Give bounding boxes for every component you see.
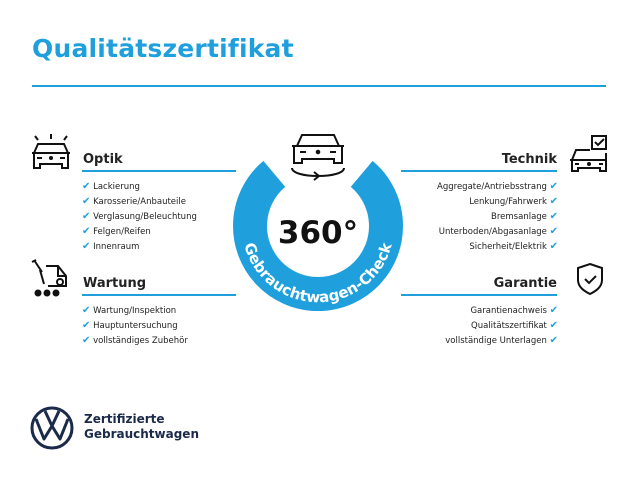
item-label: Karosserie/Anbauteile (93, 197, 186, 207)
check-icon: ✔ (82, 320, 91, 331)
shield-check-icon (577, 262, 603, 296)
check-icon: ✔ (549, 226, 558, 237)
list-item: Lenkung/Fahrwerk ✔ (437, 194, 558, 209)
item-label: vollständiges Zubehör (93, 336, 188, 346)
check-icon: ✔ (549, 335, 558, 346)
optik-list: ✔ Lackierung ✔ Karosserie/Anbauteile ✔ V… (82, 179, 197, 254)
item-label: Lackierung (93, 182, 140, 192)
page-title: Qualitätszertifikat (32, 34, 294, 63)
list-item: Aggregate/Antriebsstrang ✔ (437, 179, 558, 194)
item-label: Unterboden/Abgasanlage (438, 227, 547, 237)
item-label: Garantienachweis (470, 306, 547, 316)
wartung-list: ✔ Wartung/Inspektion ✔ Hauptuntersuchung… (82, 303, 188, 348)
check-icon: ✔ (549, 181, 558, 192)
section-heading-wartung: Wartung (83, 276, 147, 291)
item-label: Lenkung/Fahrwerk (469, 197, 547, 207)
list-item: ✔ Verglasung/Beleuchtung (82, 209, 197, 224)
list-item: Qualitätszertifikat ✔ (445, 318, 558, 333)
item-label: Aggregate/Antriebsstrang (437, 182, 547, 192)
service-van-icon (31, 259, 67, 297)
check-icon: ✔ (82, 305, 91, 316)
check-icon: ✔ (82, 335, 91, 346)
list-item: Unterboden/Abgasanlage ✔ (437, 224, 558, 239)
check-icon: ✔ (549, 196, 558, 207)
optik-divider (82, 170, 236, 172)
item-label: Innenraum (93, 242, 140, 252)
check-icon: ✔ (82, 196, 91, 207)
brand-line-2: Gebrauchtwagen (84, 427, 199, 441)
badge-number: 360° (278, 215, 358, 251)
brand-line-1: Zertifizierte (84, 412, 165, 426)
wartung-divider (82, 294, 236, 296)
technik-divider (401, 170, 557, 172)
vw-logo (30, 406, 74, 450)
section-heading-garantie: Garantie (493, 276, 557, 291)
check-icon: ✔ (549, 320, 558, 331)
title-divider (32, 85, 606, 87)
list-item: Bremsanlage ✔ (437, 209, 558, 224)
check-icon: ✔ (82, 241, 91, 252)
brand-text: Zertifizierte Gebrauchtwagen (84, 412, 199, 442)
item-label: Bremsanlage (491, 212, 547, 222)
item-label: vollständige Unterlagen (445, 336, 547, 346)
car-lights-icon (32, 134, 70, 169)
list-item: ✔ Wartung/Inspektion (82, 303, 188, 318)
car-rotate-icon (291, 134, 345, 181)
garantie-divider (401, 294, 557, 296)
list-item: vollständige Unterlagen ✔ (445, 333, 558, 348)
section-heading-technik: Technik (501, 152, 557, 167)
list-item: ✔ Lackierung (82, 179, 197, 194)
item-label: Felgen/Reifen (93, 227, 151, 237)
list-item: ✔ Karosserie/Anbauteile (82, 194, 197, 209)
list-item: Sicherheit/Elektrik ✔ (437, 239, 558, 254)
check-icon: ✔ (549, 211, 558, 222)
item-label: Qualitätszertifikat (471, 321, 547, 331)
list-item: ✔ Felgen/Reifen (82, 224, 197, 239)
check-icon: ✔ (82, 226, 91, 237)
check-icon: ✔ (549, 241, 558, 252)
item-label: Sicherheit/Elektrik (469, 242, 547, 252)
list-item: ✔ Innenraum (82, 239, 197, 254)
check-icon: ✔ (82, 211, 91, 222)
item-label: Verglasung/Beleuchtung (93, 212, 197, 222)
garantie-list: Garantienachweis ✔ Qualitätszertifikat ✔… (445, 303, 558, 348)
check-icon: ✔ (549, 305, 558, 316)
item-label: Hauptuntersuchung (93, 321, 178, 331)
list-item: Garantienachweis ✔ (445, 303, 558, 318)
car-checkbox-icon (570, 135, 607, 172)
list-item: ✔ Hauptuntersuchung (82, 318, 188, 333)
check-icon: ✔ (82, 181, 91, 192)
list-item: ✔ vollständiges Zubehör (82, 333, 188, 348)
item-label: Wartung/Inspektion (93, 306, 177, 316)
technik-list: Aggregate/Antriebsstrang ✔ Lenkung/Fahrw… (437, 179, 558, 254)
section-heading-optik: Optik (83, 152, 123, 167)
badge-ring (233, 160, 403, 311)
